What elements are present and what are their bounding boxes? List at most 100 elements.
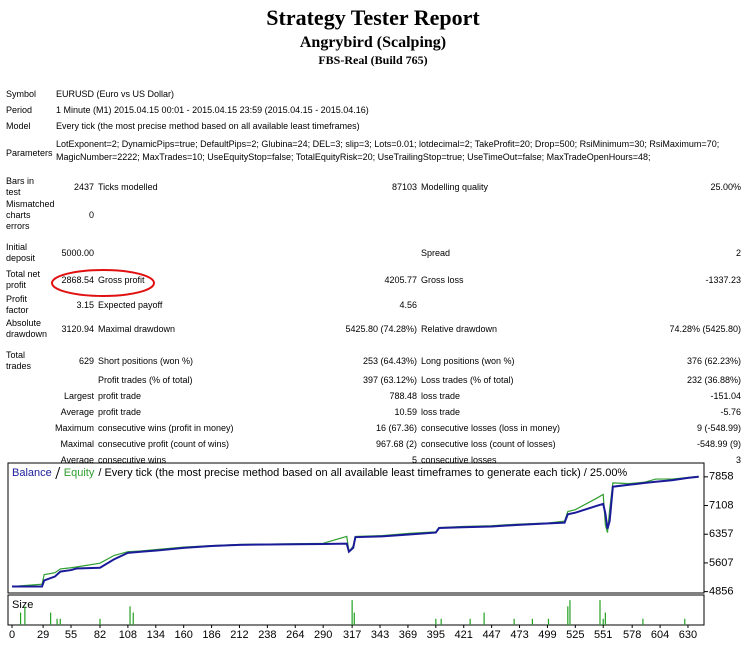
table-cell: 87103: [391, 181, 417, 192]
y-tick-label: 7108: [709, 499, 733, 511]
table-cell: 25.00%: [710, 181, 742, 192]
table-cell: Profit trades (% of total): [98, 374, 193, 385]
table-cell: Total net profit: [6, 269, 41, 290]
x-tick-label: 317: [343, 629, 361, 641]
stats-table: Symbol EURUSD (Euro vs US Dollar) Period 1…: [4, 86, 743, 468]
x-tick-label: 238: [258, 629, 276, 641]
table-cell: 10.59: [394, 406, 417, 417]
x-tick-label: 212: [230, 629, 248, 641]
table-cell: Bars in test: [6, 176, 35, 197]
table-cell: Initial deposit: [6, 242, 36, 263]
table-cell: Long positions (won %): [421, 355, 515, 366]
table-cell: consecutive wins: [98, 454, 167, 465]
x-tick-label: 186: [202, 629, 220, 641]
table-cell: -5.76: [720, 406, 742, 417]
table-cell: 3120.94: [61, 323, 94, 334]
x-tick-label: 134: [147, 629, 165, 641]
x-tick-label: 290: [314, 629, 332, 641]
table-cell: profit trade: [98, 406, 142, 417]
x-tick-label: 0: [9, 629, 15, 641]
report-build: FBS-Real (Build 765): [318, 53, 428, 67]
table-cell: 3.15: [76, 299, 94, 310]
table-cell: 4.56: [399, 299, 417, 310]
table-cell: consecutive wins (profit in money): [98, 422, 234, 433]
table-cell: profit trade: [98, 390, 142, 401]
table-cell: Model: [6, 120, 31, 131]
table-cell: Total trades: [6, 350, 32, 371]
x-tick-label: 29: [37, 629, 49, 641]
table-cell: Maximal: [60, 438, 94, 449]
legend-balance: Balance: [12, 467, 52, 479]
table-cell: Modelling quality: [421, 181, 489, 192]
table-cell: LotExponent=2; DynamicPips=true; Default…: [56, 139, 720, 162]
table-cell: 3: [736, 454, 742, 465]
x-tick-label: 421: [455, 629, 473, 641]
table-cell: Gross loss: [421, 274, 464, 285]
table-cell: Short positions (won %): [98, 355, 194, 366]
y-tick-label: 7858: [709, 471, 733, 483]
table-cell: -548.99 (9): [697, 438, 742, 449]
table-cell: Mismatched charts errors: [6, 198, 55, 231]
table-cell: 4205.77: [384, 274, 417, 285]
size-pane-border: [7, 594, 705, 626]
table-cell: Every tick (the most precise method base…: [56, 120, 360, 131]
x-tick-label: 55: [65, 629, 77, 641]
table-cell: Symbol: [6, 88, 37, 99]
table-cell: 2: [736, 247, 742, 258]
table-cell: loss trade: [421, 390, 461, 401]
x-tick-label: 473: [510, 629, 528, 641]
x-tick-label: 264: [286, 629, 304, 641]
x-tick-label: 343: [371, 629, 389, 641]
table-cell: 9 (-548.99): [697, 422, 742, 433]
table-cell: 397 (63.12%): [362, 374, 417, 385]
table-cell: Ticks modelled: [98, 181, 158, 192]
table-cell: 16 (67.36): [375, 422, 417, 433]
legend-separator: [55, 466, 61, 480]
table-cell: Average: [60, 406, 94, 417]
table-cell: 232 (36.88%): [687, 374, 742, 385]
table-cell: Average: [60, 454, 94, 465]
table-cell: 5425.80 (74.28%): [345, 323, 417, 334]
table-cell: Maximal drawdown: [98, 323, 176, 334]
report-subtitle: Angrybird (Scalping): [299, 34, 447, 51]
x-tick-label: 82: [94, 629, 106, 641]
table-cell: Absolute drawdown: [6, 318, 48, 339]
table-cell: consecutive loss (count of losses): [421, 438, 556, 449]
report-title: Strategy Tester Report: [266, 5, 480, 30]
table-cell: 5: [411, 454, 417, 465]
table-cell: loss trade: [421, 406, 461, 417]
table-cell: 788.48: [389, 390, 417, 401]
table-cell: 2868.54: [61, 274, 94, 285]
table-cell: consecutive losses: [421, 454, 497, 465]
y-tick-label: 4856: [709, 586, 733, 598]
x-tick-label: 604: [651, 629, 669, 641]
table-cell: 2437: [73, 181, 94, 192]
table-cell: Relative drawdown: [421, 323, 498, 334]
table-cell: Profit factor: [6, 294, 29, 315]
x-tick-label: 525: [566, 629, 584, 641]
table-cell: 1 Minute (M1) 2015.04.15 00:01 - 2015.04…: [56, 104, 369, 115]
size-label: Size: [12, 599, 33, 611]
table-cell: 5000.00: [61, 247, 94, 258]
legend-description: / Every tick (the most precise method ba…: [98, 467, 627, 479]
table-cell: consecutive losses (loss in money): [421, 422, 561, 433]
table-cell: Spread: [421, 247, 451, 258]
x-tick-label: 499: [538, 629, 556, 641]
x-tick-label: 108: [119, 629, 137, 641]
x-tick-label: 395: [427, 629, 445, 641]
table-cell: 629: [78, 355, 94, 366]
table-cell: 967.68 (2): [375, 438, 417, 449]
table-cell: EURUSD (Euro vs US Dollar): [56, 88, 175, 99]
table-cell: 376 (62.23%): [687, 355, 742, 366]
plot-border: [7, 462, 705, 594]
table-cell: Maximum: [54, 422, 94, 433]
table-cell: 74.28% (5425.80): [669, 323, 742, 334]
table-cell: -151.04: [710, 390, 742, 401]
x-tick-label: 551: [594, 629, 612, 641]
table-cell: consecutive profit (count of wins): [98, 438, 230, 449]
x-tick-label: 447: [482, 629, 500, 641]
table-cell: -1337.23: [705, 274, 742, 285]
chart: 4856 5607 6357 7108 7858 0 29 55 82 108 134 160 186 2…: [7, 462, 733, 641]
x-tick-label: 578: [623, 629, 641, 641]
table-cell: Period: [6, 104, 33, 115]
